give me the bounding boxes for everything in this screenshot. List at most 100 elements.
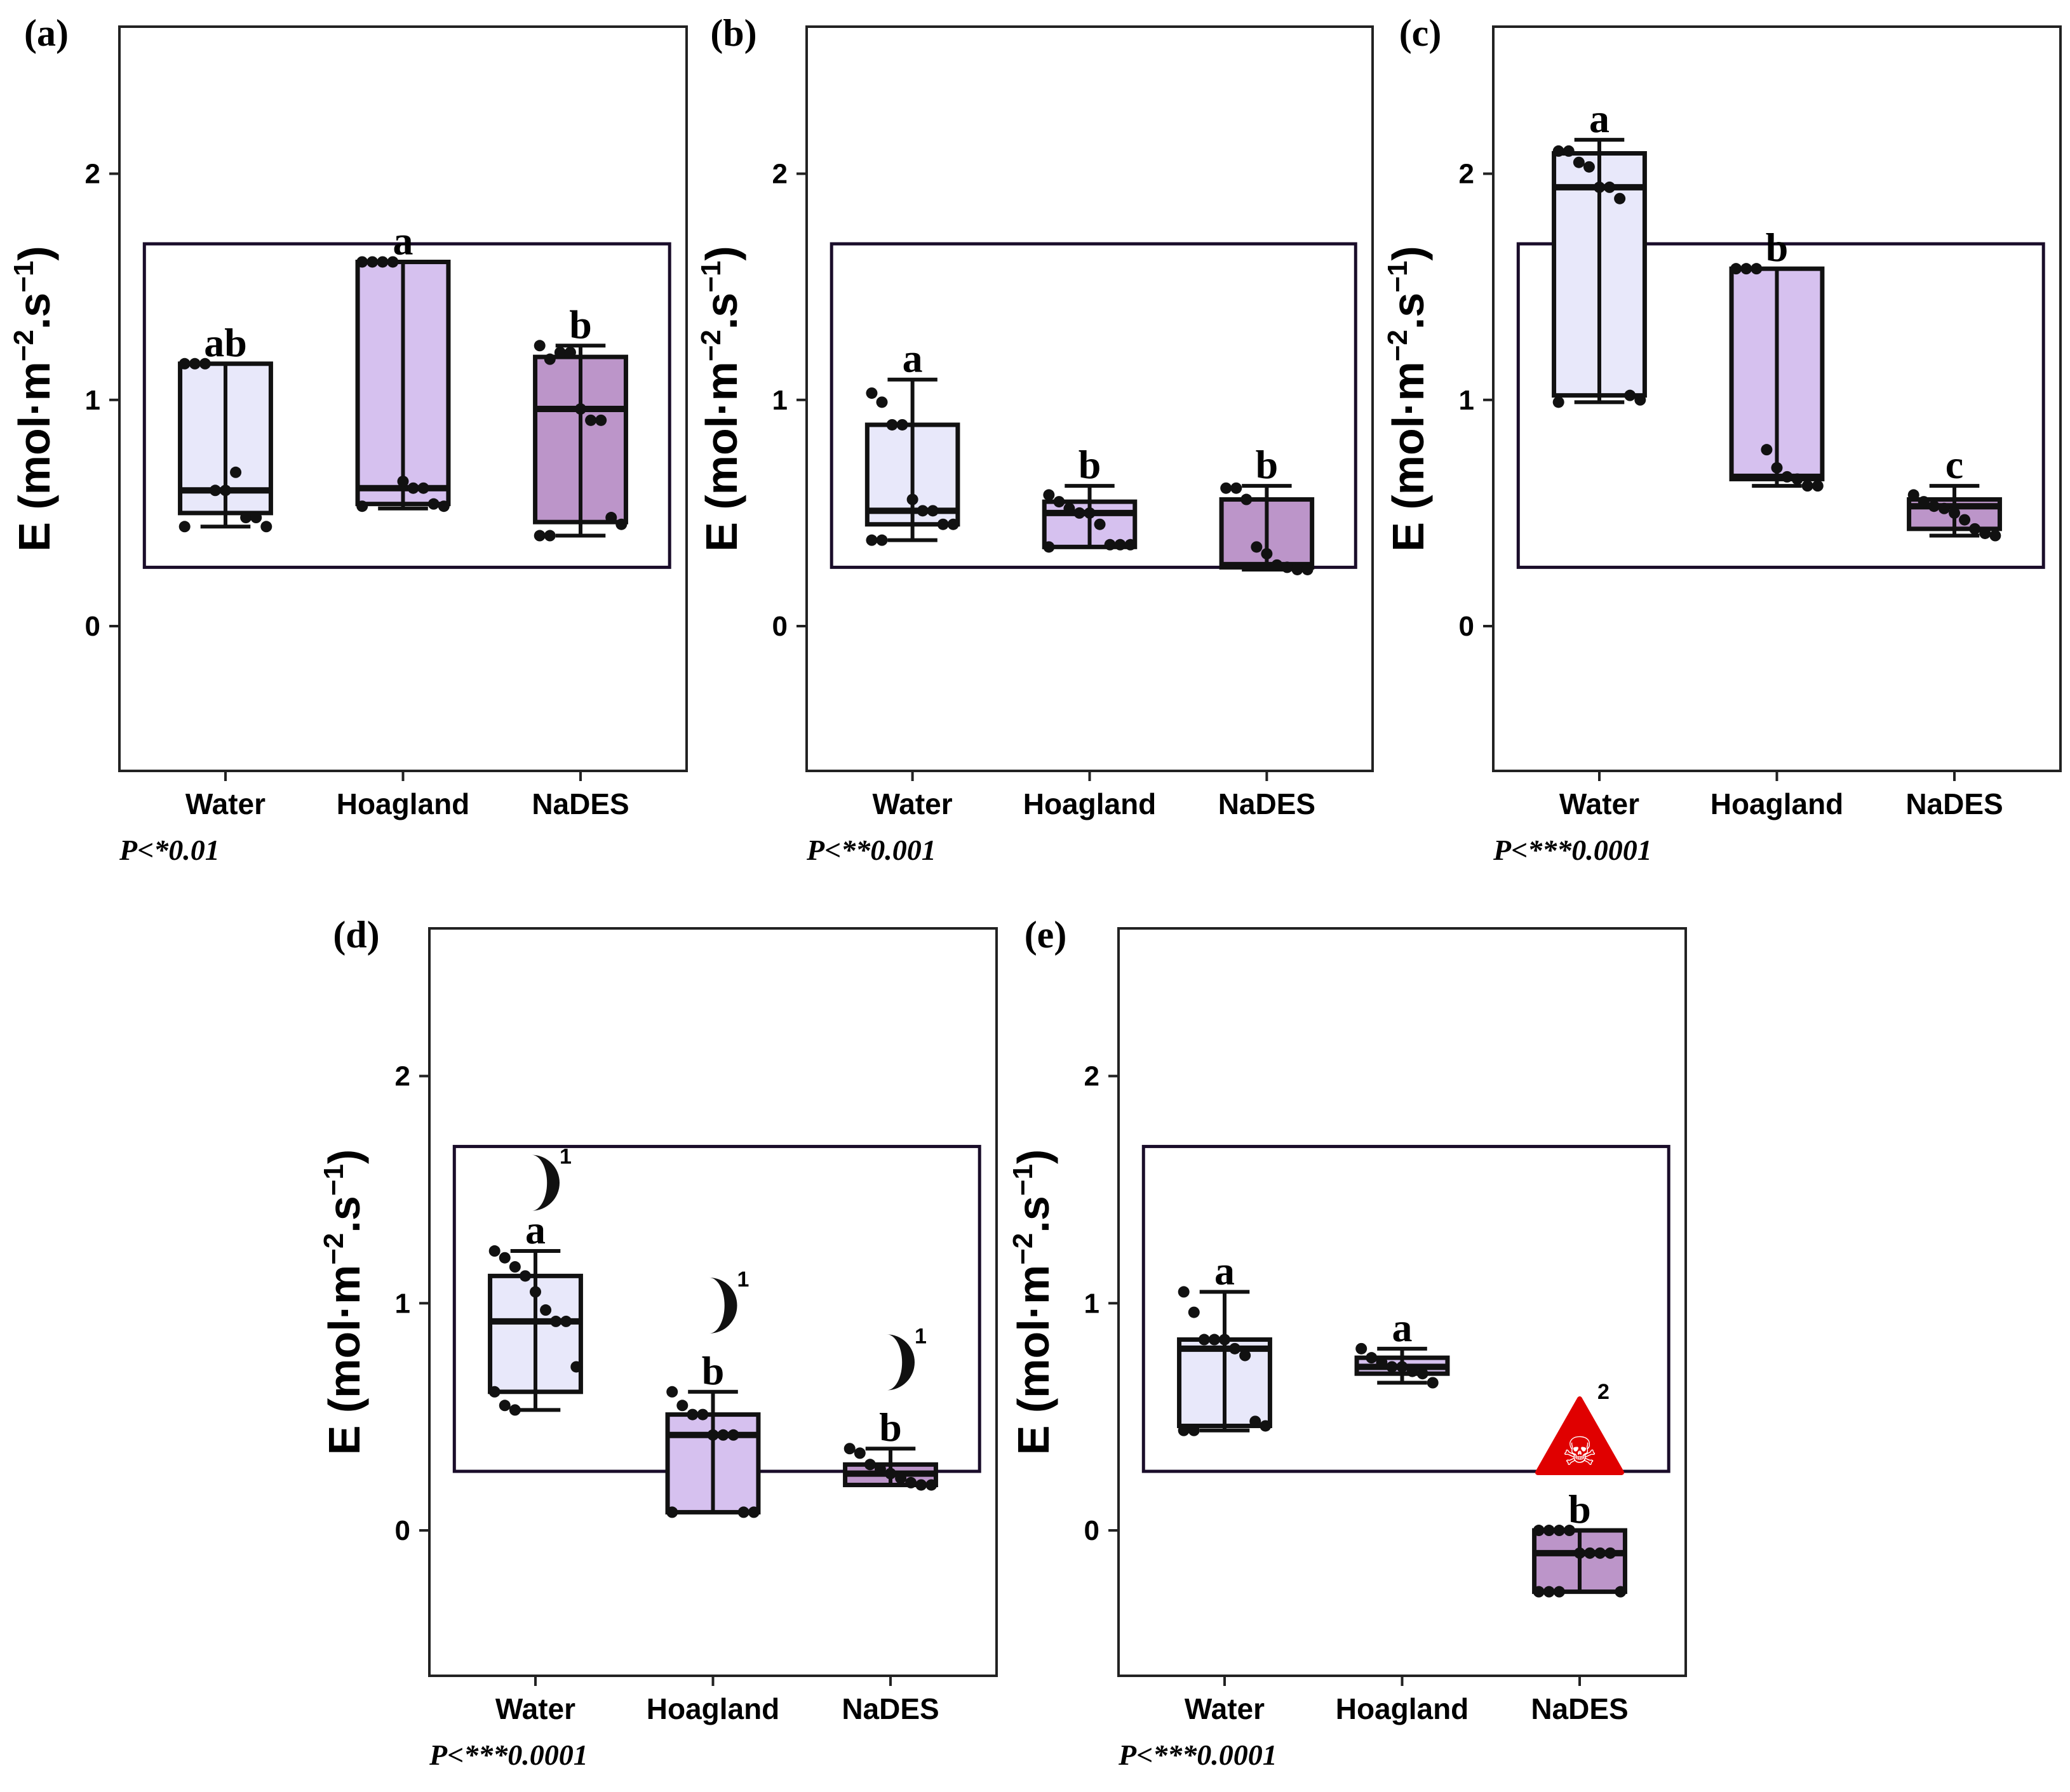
y-tick-label: 1 — [1084, 1288, 1099, 1319]
y-tick-label: 0 — [1084, 1515, 1099, 1546]
panel-label: (a) — [24, 12, 69, 54]
box-group-nades: NaDES b 1 — [842, 1324, 939, 1725]
x-tick-label: Hoagland — [647, 1692, 780, 1725]
data-point — [843, 1443, 856, 1455]
p-value-label: P<***0.0001 — [1118, 1739, 1277, 1771]
data-point — [925, 1479, 938, 1491]
significance-letter: a — [393, 218, 413, 263]
y-tick-label: 0 — [395, 1515, 410, 1546]
panel-c: (c) 0 1 2 E (mol·m−2.s−1) Water a Hoagland b NaDE… — [1382, 12, 2062, 866]
p-value-label: P<**0.001 — [806, 834, 936, 866]
data-point — [1084, 507, 1096, 519]
data-point — [529, 1286, 541, 1298]
data-point — [1043, 541, 1055, 553]
data-point — [544, 530, 556, 542]
data-point — [737, 1506, 749, 1518]
data-point — [1178, 1286, 1190, 1298]
data-point — [687, 1408, 699, 1421]
data-point — [676, 1400, 689, 1412]
data-point — [1624, 389, 1636, 401]
p-value-label: P<*0.01 — [119, 834, 220, 866]
y-axis-label-part: ) — [10, 246, 59, 260]
y-axis-label-part: E (mol·m — [319, 1265, 369, 1455]
y-tick-label: 2 — [395, 1061, 410, 1092]
data-point — [906, 493, 918, 505]
data-point — [417, 482, 429, 494]
data-point — [1615, 1586, 1627, 1598]
data-point — [189, 358, 201, 370]
data-point — [1104, 538, 1116, 551]
data-point — [564, 346, 576, 358]
data-point — [1301, 563, 1314, 575]
y-tick-label: 0 — [1459, 611, 1474, 642]
data-point — [1543, 1586, 1555, 1598]
y-axis-label-part: ) — [319, 1149, 369, 1164]
data-point — [707, 1429, 719, 1441]
y-axis-label-part: ) — [697, 246, 746, 260]
data-point — [1583, 161, 1595, 173]
p-value-label: P<***0.0001 — [1493, 834, 1652, 866]
y-axis-label-part: −2 — [696, 330, 727, 361]
y-axis-label-part: E (mol·m — [697, 361, 746, 551]
data-point — [1959, 514, 1971, 526]
data-point — [1094, 518, 1106, 530]
data-point — [1376, 1356, 1388, 1368]
data-point — [1574, 1547, 1586, 1559]
significance-letter: b — [702, 1348, 725, 1393]
data-point — [1751, 263, 1763, 275]
y-axis-label-part: ) — [1009, 1149, 1058, 1164]
y-axis-label-part: E (mol·m — [1009, 1265, 1058, 1455]
panel-label: (d) — [333, 914, 379, 956]
data-point — [605, 512, 617, 524]
data-point — [1907, 489, 1919, 501]
data-point — [1533, 1586, 1545, 1598]
y-axis-label-part: .s — [1009, 1196, 1058, 1233]
y-axis-label-part: E (mol·m — [10, 361, 59, 551]
data-point — [1573, 156, 1585, 168]
skull-icon: ☠ — [1562, 1428, 1597, 1474]
data-point — [666, 1506, 678, 1518]
data-point — [1260, 1420, 1272, 1432]
y-axis-label: E (mol·m−2.s−1) — [318, 1149, 369, 1455]
x-tick-label: Hoagland — [1023, 787, 1157, 820]
data-point — [1604, 181, 1616, 193]
data-point — [1928, 500, 1940, 512]
data-point — [866, 534, 878, 546]
y-axis-label-part: −1 — [696, 261, 727, 293]
y-tick-label: 1 — [772, 385, 788, 416]
data-point — [488, 1245, 501, 1257]
data-point — [717, 1429, 729, 1441]
data-point — [1593, 181, 1605, 193]
data-point — [895, 1472, 907, 1484]
data-point — [1543, 1525, 1555, 1537]
x-tick-label: NaDES — [532, 787, 629, 820]
box-group-water: Water a — [864, 336, 960, 820]
data-point — [488, 1386, 501, 1398]
data-point — [1604, 1547, 1616, 1559]
data-point — [1553, 1586, 1565, 1598]
data-point — [1584, 1547, 1596, 1559]
data-point — [585, 414, 597, 426]
data-point — [534, 340, 546, 352]
y-axis-label-part: .s — [319, 1196, 369, 1233]
data-point — [1291, 563, 1303, 575]
data-point — [509, 1404, 521, 1416]
data-point — [377, 256, 389, 268]
data-point — [178, 358, 191, 370]
data-point — [230, 466, 242, 478]
data-point — [260, 521, 272, 533]
data-point — [1563, 145, 1575, 157]
data-point — [1969, 523, 1981, 535]
panel-label: (b) — [710, 12, 756, 54]
box-group-water: Water a — [1552, 96, 1647, 820]
data-point — [1198, 1334, 1210, 1346]
data-point — [519, 1270, 531, 1282]
data-point — [917, 505, 929, 517]
data-point — [509, 1261, 521, 1273]
data-point — [1563, 1525, 1575, 1537]
data-point — [864, 1459, 876, 1471]
data-point — [1053, 496, 1065, 508]
data-point — [499, 1400, 511, 1412]
moon-note-number: 1 — [915, 1324, 927, 1348]
